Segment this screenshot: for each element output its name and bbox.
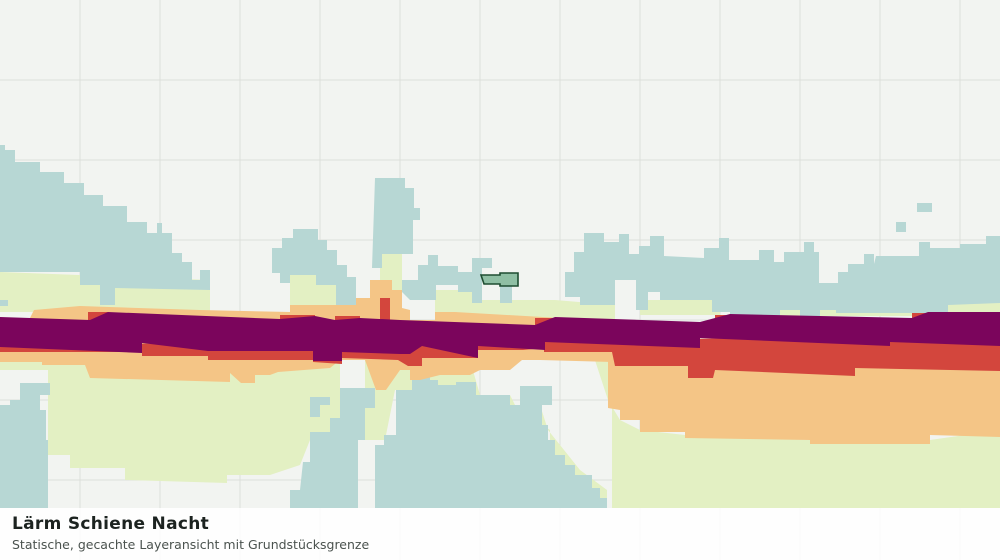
noise-zone-very-high — [0, 312, 1000, 361]
caption-panel: Lärm Schiene Nacht Statische, gecachte L… — [0, 508, 1000, 560]
parcel-boundary — [479, 272, 519, 287]
noise-zone-quiet — [0, 145, 1000, 508]
map-title: Lärm Schiene Nacht — [12, 514, 210, 534]
map-subtitle: Statische, gecachte Layeransicht mit Gru… — [12, 537, 370, 552]
